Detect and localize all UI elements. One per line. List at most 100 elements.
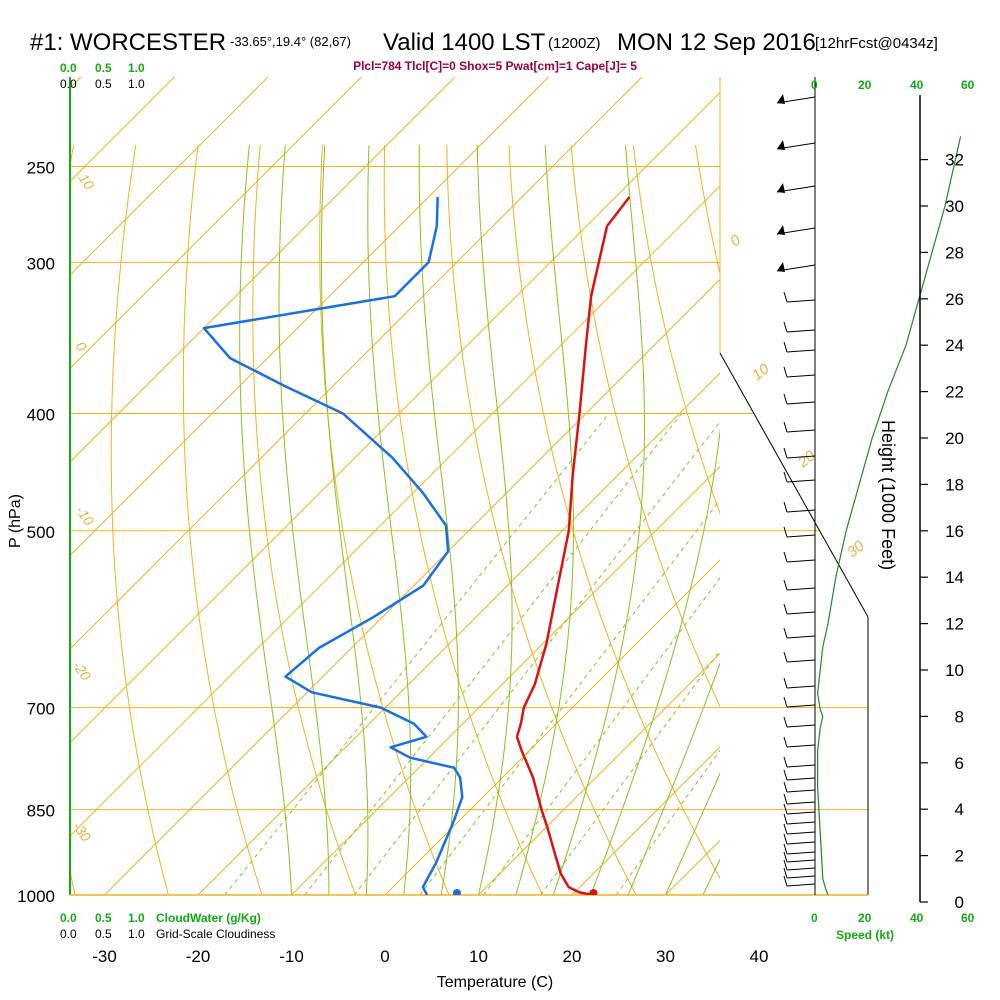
speed-profile [816, 136, 962, 896]
mixing-ratio-line [482, 577, 720, 895]
isotherm-line [384, 559, 720, 895]
wind-barb-feather [783, 756, 788, 768]
title-utc: (1200Z) [548, 35, 601, 52]
wind-barbs [776, 94, 816, 887]
wind-barb-feather [783, 793, 788, 805]
moist-adiabat-line [476, 145, 513, 895]
speed-top-0: 0 [811, 78, 818, 92]
cloudiness-bot-05: 0.5 [95, 927, 112, 941]
isotherm-line [70, 77, 456, 463]
wind-barb-feather [783, 421, 788, 433]
wind-barb-feather [783, 736, 788, 748]
height-tick-label: 14 [945, 568, 964, 587]
title-fcst: [12hrFcst@0434z] [815, 35, 938, 52]
wind-barb-feather [783, 677, 788, 689]
isotherm-label: 0 [727, 231, 745, 250]
wind-barb-feather [783, 875, 788, 887]
height-tick-label: 22 [945, 383, 964, 402]
wind-barb-staff [786, 777, 816, 781]
height-tick-label: 30 [945, 197, 964, 216]
temperature-tick-label: -10 [279, 947, 304, 966]
isotherm-line [70, 77, 363, 370]
temperature-tick-label: -30 [92, 947, 117, 966]
wind-barb-feather [783, 447, 788, 459]
height-tick-label: 0 [955, 893, 964, 912]
isotherm-line [197, 372, 720, 895]
dry-adiabat-line [383, 145, 544, 895]
wind-barb-staff [786, 611, 816, 615]
isotherm-line [70, 77, 550, 557]
dry-adiabat-line [252, 145, 357, 895]
speed-top-60: 60 [961, 78, 975, 92]
wind-barb-feather [783, 341, 788, 353]
temperature-tick-label: 20 [563, 947, 582, 966]
wind-barb-feather [783, 393, 788, 405]
pressure-tick-label: 700 [27, 700, 55, 719]
isotherm-line [571, 746, 720, 895]
moist-adiabat-line [665, 772, 720, 895]
height-tick-label: 10 [945, 661, 964, 680]
cloudiness-bot-0: 0.0 [60, 927, 77, 941]
cloudwater-label: CloudWater (g/Kg) [156, 911, 261, 925]
mixing-ratio-line [224, 413, 610, 895]
wind-barb-feather [783, 579, 788, 591]
dry-adiabat-line [570, 145, 720, 708]
wind-barb-staff [786, 374, 816, 378]
wind-barb-staff [786, 851, 816, 855]
dry-adiabat-label: 10 [76, 171, 98, 193]
height-tick-label: 16 [945, 522, 964, 541]
cloudiness-label: Grid-Scale Cloudiness [156, 927, 275, 941]
temperature-tick-label: 10 [469, 947, 488, 966]
wind-barb-feather [783, 769, 788, 781]
temperature-ticks: -30 -20 -10 0 10 20 30 40 [92, 947, 768, 966]
dry-adiabat-line [882, 145, 1000, 921]
mixing-ratio-label: 5 [405, 901, 422, 917]
wind-barb-staff [786, 659, 816, 663]
wind-barb-feather [783, 366, 788, 378]
wind-barb-feather [783, 696, 788, 708]
wind-barb-staff [786, 429, 816, 433]
dry-adiabat-line [508, 145, 720, 880]
title-valid: Valid 1400 LST [383, 29, 546, 56]
height-tick-label: 2 [955, 847, 964, 866]
pressure-tick-label: 250 [27, 159, 55, 178]
mixing-ratio-lines: 1 2 3 5 8 12 20 [224, 413, 720, 917]
isotherm-line [70, 77, 82, 89]
isotherm-line [478, 652, 720, 895]
isotherm-line [70, 77, 643, 650]
wind-barb-staff [786, 867, 816, 871]
mixing-ratio-line [353, 421, 720, 895]
dry-adiabat-line [446, 145, 637, 895]
dewpoint-line [202, 197, 464, 895]
pressure-axis-label: P (hPa) [7, 494, 24, 548]
title-coords: -33.65°,19.4° (82,67) [230, 34, 351, 49]
isotherm-line [70, 91, 720, 744]
wind-barb-staff [786, 724, 816, 728]
wind-barb-staff [786, 559, 816, 563]
wind-barb-staff [786, 704, 816, 708]
moist-adiabat-line [590, 145, 720, 895]
cloud-bot-1: 1.0 [128, 911, 145, 925]
cloud-top-1: 1.0 [128, 61, 145, 75]
wind-barb-feather [783, 501, 788, 513]
moist-adiabat-line [627, 662, 720, 895]
isobars [70, 166, 868, 896]
height-tick-label: 32 [945, 151, 964, 170]
height-tick-label: 20 [945, 429, 964, 448]
isotherm-line [70, 77, 176, 183]
wind-barb-feather [783, 781, 788, 793]
temperature-axis-label: Temperature (C) [437, 974, 553, 991]
mixing-ratio-line [304, 413, 683, 895]
wind-barb-pennant [777, 225, 785, 235]
wind-barb-staff [786, 764, 816, 768]
height-tick-label: 28 [945, 243, 964, 262]
surface-dewpoint-marker [452, 889, 461, 895]
temperature-tick-label: -20 [186, 947, 211, 966]
tropo-line [719, 352, 869, 618]
wind-barb-staff [786, 859, 816, 863]
wind-barb-staff [786, 587, 816, 591]
moist-adiabat-line [278, 145, 330, 895]
wind-barb-staff [786, 789, 816, 793]
